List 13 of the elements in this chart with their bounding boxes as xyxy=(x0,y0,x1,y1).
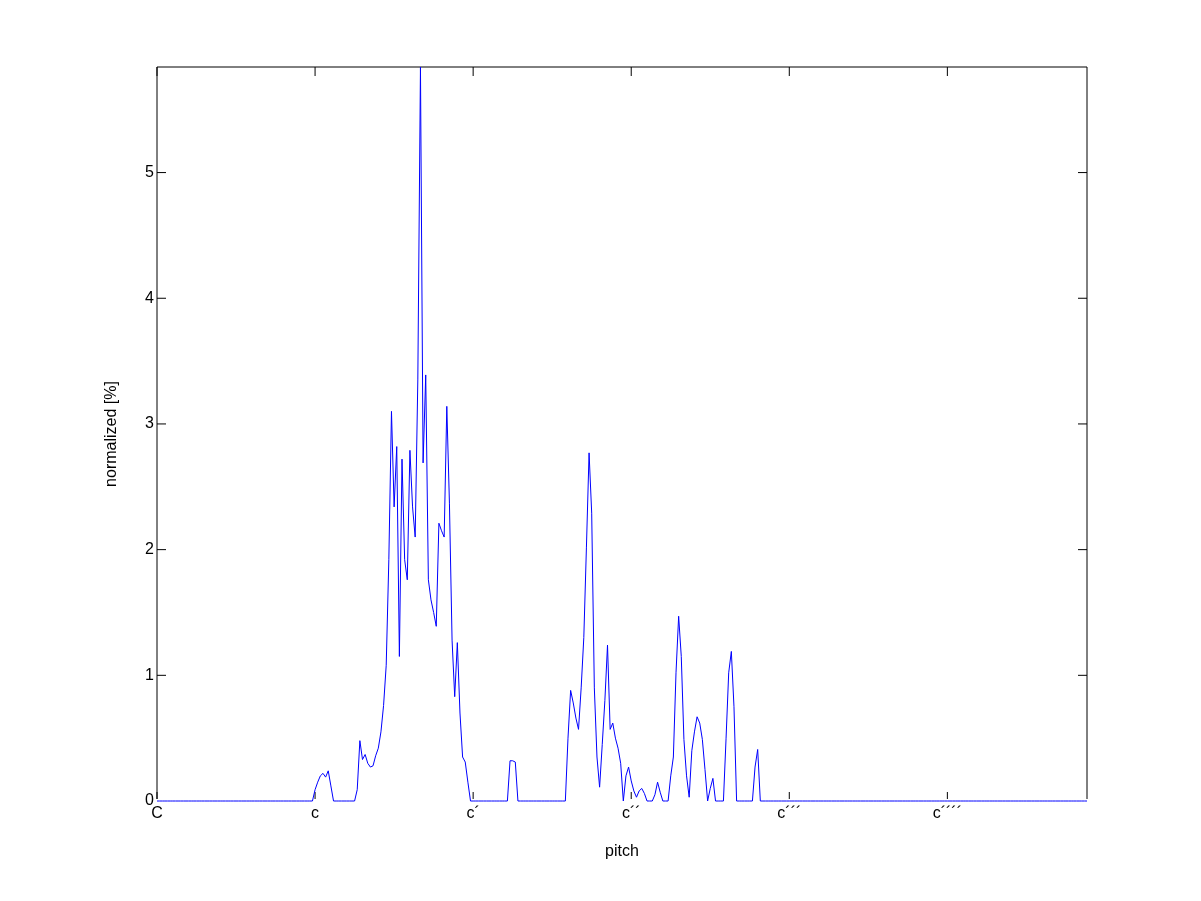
x-axis-title: pitch xyxy=(605,841,639,859)
x-tick-label: c´´´´ xyxy=(932,804,963,822)
x-tick-label: c´ xyxy=(466,804,480,822)
y-tick-label: 2 xyxy=(145,540,155,558)
y-tick-label: 3 xyxy=(145,414,155,432)
y-tick-label: 5 xyxy=(145,162,155,180)
x-tick-label: C xyxy=(151,804,163,822)
y-tick-label: 4 xyxy=(145,288,155,306)
x-tick-label: c xyxy=(311,804,320,822)
y-tick-label: 1 xyxy=(145,665,155,683)
x-tick-label: c´´´ xyxy=(777,804,802,822)
x-tick-label: c´´ xyxy=(621,804,641,822)
y-axis-title: normalized [%] xyxy=(102,381,120,487)
